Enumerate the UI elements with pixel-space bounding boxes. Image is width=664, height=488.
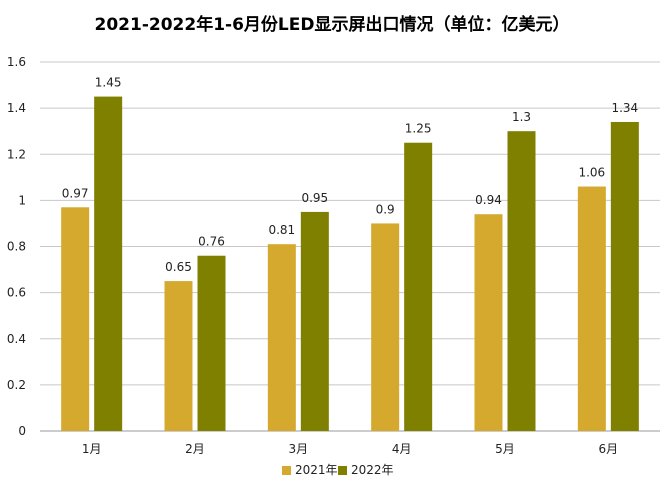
x-tick-label: 4月 bbox=[392, 442, 412, 456]
bar-2022年-1月 bbox=[94, 96, 123, 431]
data-label: 1.06 bbox=[578, 166, 605, 180]
data-label: 0.65 bbox=[165, 260, 192, 274]
data-label: 0.94 bbox=[475, 193, 502, 207]
data-label: 0.9 bbox=[376, 202, 395, 216]
bar-2022年-5月 bbox=[507, 131, 536, 431]
bar-2022年-3月 bbox=[300, 211, 329, 431]
data-label: 1.3 bbox=[512, 110, 531, 124]
bar-2021年-2月 bbox=[164, 281, 193, 431]
x-tick-label: 2月 bbox=[185, 442, 205, 456]
data-label: 1.25 bbox=[405, 122, 432, 136]
x-tick-label: 5月 bbox=[495, 442, 515, 456]
bar-2021年-5月 bbox=[474, 214, 503, 431]
y-tick-label: 1.6 bbox=[7, 55, 26, 69]
data-label: 1.45 bbox=[95, 76, 122, 90]
y-tick-label: 0.6 bbox=[7, 286, 26, 300]
legend-label: 2022年 bbox=[351, 463, 394, 477]
bar-2021年-4月 bbox=[371, 223, 400, 431]
y-tick-label: 0.4 bbox=[7, 332, 26, 346]
chart-title: 2021-2022年1-6月份LED显示屏出口情况（单位：亿美元） bbox=[94, 15, 570, 35]
y-tick-label: 0 bbox=[18, 424, 26, 438]
y-tick-label: 0.2 bbox=[7, 378, 26, 392]
y-tick-label: 1.4 bbox=[7, 101, 26, 115]
legend-label: 2021年 bbox=[295, 463, 338, 477]
data-label: 0.95 bbox=[301, 191, 328, 205]
bar-2021年-3月 bbox=[267, 244, 296, 431]
data-label: 0.81 bbox=[268, 223, 295, 237]
bar-2021年-1月 bbox=[61, 207, 90, 431]
x-tick-label: 6月 bbox=[599, 442, 619, 456]
bar-2022年-4月 bbox=[404, 142, 433, 431]
data-label: 1.34 bbox=[611, 101, 638, 115]
x-tick-label: 1月 bbox=[82, 442, 102, 456]
bar-2021年-6月 bbox=[577, 186, 606, 431]
bar-2022年-6月 bbox=[610, 121, 639, 432]
y-tick-label: 1 bbox=[18, 193, 26, 207]
data-label: 0.76 bbox=[198, 235, 225, 249]
y-tick-label: 1.2 bbox=[7, 147, 26, 161]
bar-2022年-2月 bbox=[197, 255, 226, 431]
data-label: 0.97 bbox=[62, 186, 89, 200]
legend-swatch bbox=[338, 466, 347, 475]
x-tick-label: 3月 bbox=[289, 442, 309, 456]
y-tick-label: 0.8 bbox=[7, 240, 26, 254]
legend-swatch bbox=[282, 466, 291, 475]
